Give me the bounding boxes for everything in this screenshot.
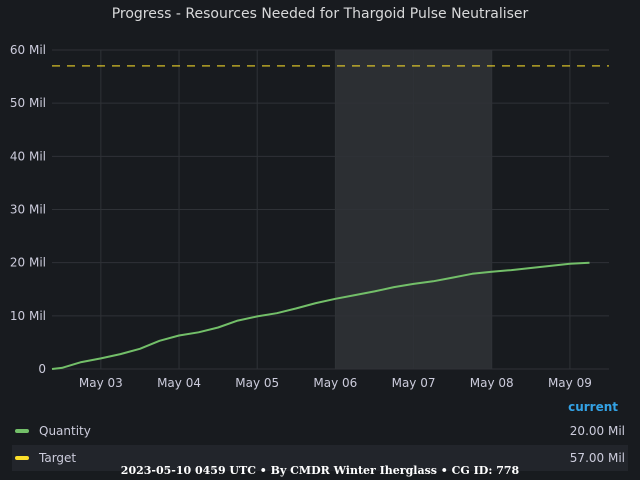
legend-item-quantity[interactable]: Quantity 20.00 Mil [12, 418, 628, 444]
y-tick-label: 30 Mil [10, 203, 46, 217]
line-chart[interactable]: 0 10 Mil 20 Mil 30 Mil 40 Mil 50 Mil 60 Mil Ma… [0, 0, 640, 400]
x-tick-label: May 08 [470, 376, 514, 390]
legend-value: 20.00 Mil [569, 424, 625, 438]
series-layer [51, 65, 609, 370]
x-tick-label: May 09 [548, 376, 592, 390]
x-tick-label: May 04 [157, 376, 201, 390]
x-axis-ticks: May 03 May 04 May 05 May 06 May 07 May 08 May … [79, 376, 592, 390]
y-axis-ticks: 0 10 Mil 20 Mil 30 Mil 40 Mil 50 Mil 60 Mil [10, 43, 46, 376]
y-tick-label: 60 Mil [10, 43, 46, 57]
grid-layer [52, 49, 609, 370]
legend-label: Target [39, 451, 77, 465]
chart-title: Progress - Resources Needed for Thargoid… [111, 6, 529, 22]
y-tick-label: 10 Mil [10, 309, 46, 323]
series-line-quantity [51, 261, 590, 370]
legend-swatch-target [15, 456, 29, 460]
y-tick-label: 0 [38, 362, 46, 376]
legend-item-target[interactable]: Target 57.00 Mil [12, 445, 628, 471]
legend-value: 57.00 Mil [569, 451, 625, 465]
x-tick-label: May 06 [313, 376, 357, 390]
legend-label: Quantity [39, 424, 91, 438]
x-tick-label: May 03 [79, 376, 123, 390]
legend-header[interactable]: current [568, 400, 618, 414]
y-tick-label: 40 Mil [10, 149, 46, 163]
y-tick-label: 50 Mil [10, 96, 46, 110]
y-tick-label: 20 Mil [10, 256, 46, 270]
x-tick-label: May 05 [235, 376, 279, 390]
footer-credit: 2023-05-10 0459 UTC • By CMDR Winter Ihe… [120, 464, 520, 477]
x-tick-label: May 07 [392, 376, 436, 390]
legend-swatch-quantity [15, 429, 29, 433]
